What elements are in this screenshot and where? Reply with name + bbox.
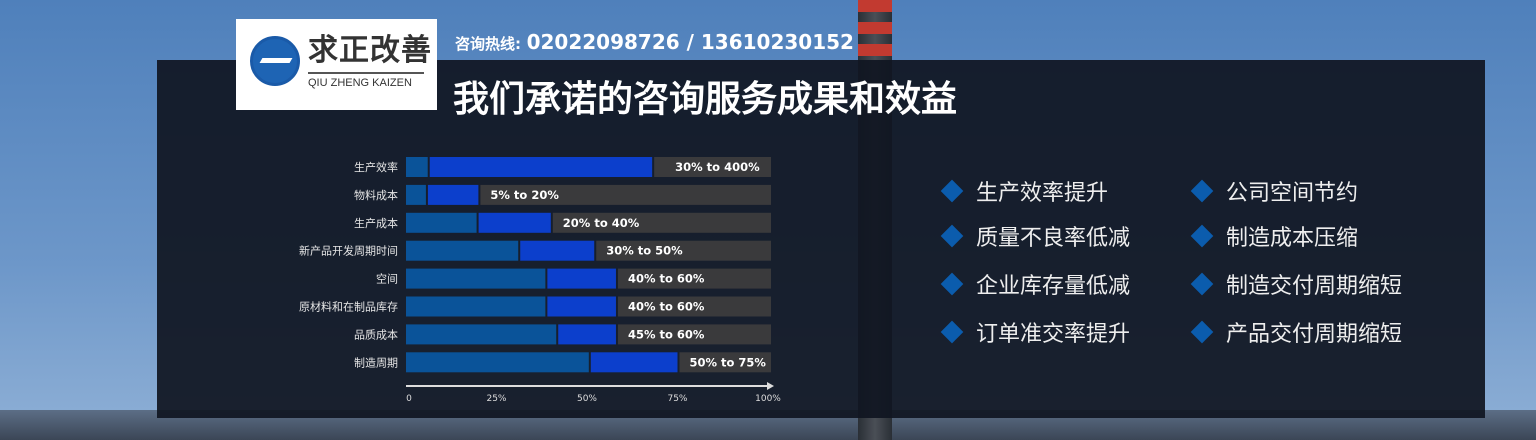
diamond-icon <box>940 320 964 344</box>
x-tick-label: 0 <box>406 394 412 404</box>
hotline: 咨询热线: 02022098726 / 13610230152 <box>455 30 854 54</box>
bar-remainder <box>654 157 771 177</box>
bar-remainder <box>617 268 771 289</box>
logo-divider <box>308 72 424 74</box>
benefit-item: 订单准交率提升 <box>940 316 1130 348</box>
bar-remainder <box>480 184 771 205</box>
benefit-label: 制造成本压缩 <box>1226 226 1359 251</box>
x-axis-arrow-icon <box>767 382 774 390</box>
benefit-item: 制造交付周期缩短 <box>1190 268 1402 300</box>
content-panel <box>157 60 1485 418</box>
logo-emblem-icon <box>250 36 300 86</box>
benefit-item: 企业库存量低减 <box>940 268 1130 300</box>
category-label: 原材料和在制品库存 <box>299 300 398 314</box>
x-tick-label: 25% <box>486 394 506 404</box>
bar-remainder <box>617 324 771 345</box>
diamond-icon <box>940 224 964 248</box>
bar-remainder <box>679 352 771 373</box>
benefit-item: 生产效率提升 <box>940 175 1108 207</box>
category-label: 生产成本 <box>354 216 398 230</box>
diamond-icon <box>1190 320 1214 344</box>
data-label: 45% to 60% <box>628 327 705 341</box>
x-tick-label: 100% <box>755 394 781 404</box>
bar-remainder <box>552 212 771 233</box>
page-title: 我们承诺的咨询服务成果和效益 <box>453 79 958 120</box>
category-label: 空间 <box>376 272 398 286</box>
bar-remainder <box>596 240 771 261</box>
benefit-label: 制造交付周期缩短 <box>1226 274 1403 299</box>
benefit-label: 公司空间节约 <box>1226 181 1359 206</box>
benefit-item: 公司空间节约 <box>1190 175 1358 207</box>
bar-segment-low <box>406 212 477 233</box>
benefit-label: 质量不良率低减 <box>976 226 1131 251</box>
benefit-item: 制造成本压缩 <box>1190 220 1358 252</box>
company-logo[interactable]: 求正改善 QIU ZHENG KAIZEN <box>236 19 437 110</box>
bar-segment-high <box>590 352 678 373</box>
bar-segment-high <box>478 212 551 233</box>
bar-segment-high <box>547 296 616 317</box>
diamond-icon <box>1190 179 1214 203</box>
benefit-item: 产品交付周期缩短 <box>1190 316 1402 348</box>
bar-segment-low <box>406 184 426 205</box>
data-label: 30% to 400% <box>675 160 760 174</box>
data-label: 40% to 60% <box>628 300 705 314</box>
data-label: 30% to 50% <box>606 244 683 258</box>
diamond-icon <box>1190 224 1214 248</box>
benefit-label: 产品交付周期缩短 <box>1226 322 1403 347</box>
diamond-icon <box>940 272 964 296</box>
data-label: 50% to 75% <box>690 355 767 369</box>
bar-segment-high <box>427 184 479 205</box>
x-tick-label: 75% <box>667 394 687 404</box>
hotline-label: 咨询热线: <box>455 35 521 53</box>
bar-segment-low <box>406 268 546 289</box>
logo-name-cn: 求正改善 <box>308 33 432 68</box>
benefit-item: 质量不良率低减 <box>940 220 1130 252</box>
benefit-label: 企业库存量低减 <box>976 274 1131 299</box>
category-label: 物料成本 <box>354 188 398 202</box>
bar-segment-high <box>520 240 595 261</box>
benefit-label: 生产效率提升 <box>976 181 1109 206</box>
category-label: 品质成本 <box>354 327 398 341</box>
diamond-icon <box>940 179 964 203</box>
bar-segment-low <box>406 324 557 345</box>
hotline-numbers: 02022098726 / 13610230152 <box>526 30 854 54</box>
category-label: 生产效率 <box>354 160 398 174</box>
benefit-label: 订单准交率提升 <box>976 322 1131 347</box>
logo-name-en: QIU ZHENG KAIZEN <box>308 77 412 89</box>
diamond-icon <box>1190 272 1214 296</box>
data-label: 40% to 60% <box>628 272 705 286</box>
x-tick-label: 50% <box>577 394 597 404</box>
bar-segment-low <box>406 240 519 261</box>
data-label: 20% to 40% <box>563 216 640 230</box>
category-label: 制造周期 <box>354 355 398 369</box>
bar-segment-low <box>406 157 428 177</box>
bar-segment-low <box>406 296 546 317</box>
bar-remainder <box>617 296 771 317</box>
bar-segment-high <box>558 324 616 345</box>
bar-segment-low <box>406 352 589 373</box>
data-label: 5% to 20% <box>490 188 559 202</box>
bar-segment-high <box>429 157 653 177</box>
bar-segment-high <box>547 268 616 289</box>
category-label: 新产品开发周期时间 <box>299 244 398 258</box>
